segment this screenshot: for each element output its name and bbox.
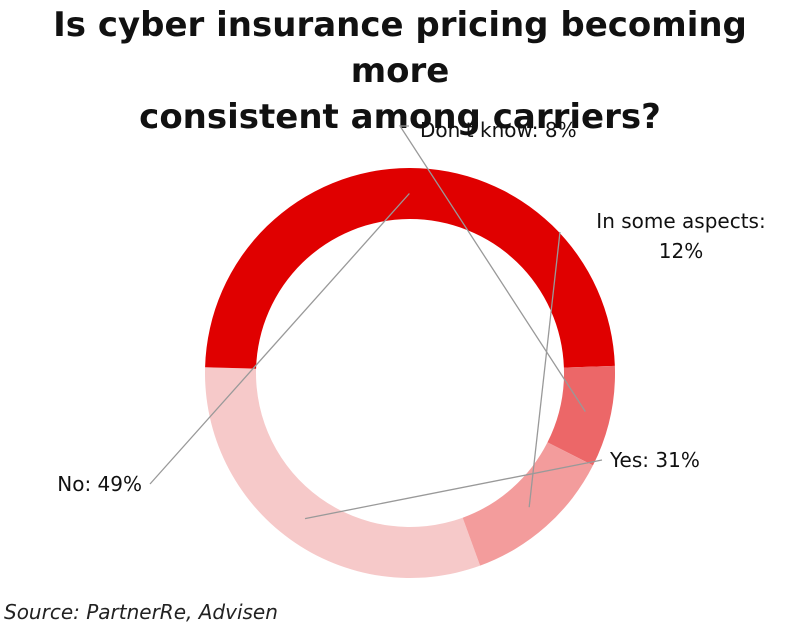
slice-label-yes: Yes: 31% xyxy=(609,448,700,472)
chart-title: Is cyber insurance pricing becoming more… xyxy=(0,0,800,140)
slice-yes[interactable] xyxy=(204,367,481,578)
chart-title-line-1: Is cyber insurance pricing becoming more xyxy=(53,5,747,91)
slice-label-no: No: 49% xyxy=(57,472,142,496)
chart-title-line-2: consistent among carriers? xyxy=(139,97,661,137)
leader-line-in-some-aspects xyxy=(528,231,561,508)
source-note: Source: PartnerRe, Advisen xyxy=(4,600,278,624)
slice-no[interactable] xyxy=(205,168,615,369)
slice-label-dont-know: Don't know: 8% xyxy=(420,118,577,142)
slice-in-some-aspects[interactable] xyxy=(462,442,593,566)
leader-line-no xyxy=(149,193,410,485)
leader-line-yes xyxy=(304,459,603,520)
leader-line-don-t-know xyxy=(398,125,586,412)
donut-slices xyxy=(204,168,615,578)
leader-lines xyxy=(149,125,603,520)
slice-label-in-some-aspects-line-2: 12% xyxy=(659,239,703,263)
slice-don-t-know[interactable] xyxy=(547,365,615,466)
slice-label-in-some-aspects-line-1: In some aspects: xyxy=(596,209,765,233)
